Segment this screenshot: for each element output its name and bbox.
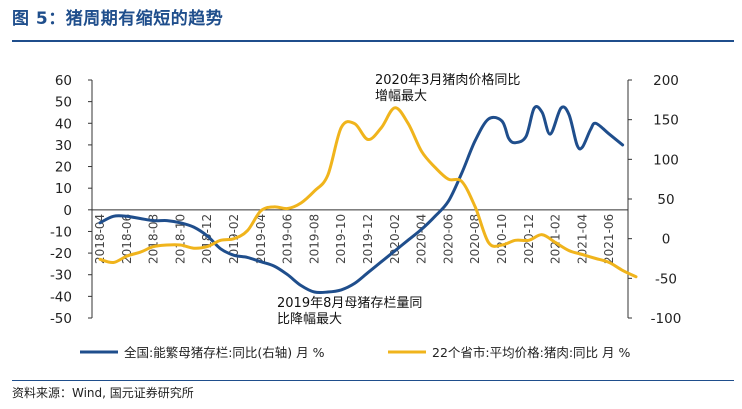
- sow-inventory-line: [98, 105, 625, 295]
- x-tick-label: 2020-04: [415, 214, 429, 264]
- source-note: 资料来源：Wind, 国元证券研究所: [12, 386, 194, 400]
- x-tick-label: 2021-02: [549, 214, 563, 264]
- left-tick-label: -10: [50, 224, 72, 240]
- x-tick-label: 2018-10: [173, 214, 187, 264]
- left-tick-label: 20: [55, 160, 72, 176]
- x-tick-label: 2019-10: [334, 214, 348, 264]
- x-tick-label: 2020-02: [388, 214, 402, 264]
- left-tick-label: -30: [50, 268, 72, 284]
- right-tick-label: 0: [662, 232, 671, 248]
- right-tick-label: -100: [651, 311, 682, 327]
- left-tick-label: 0: [63, 203, 72, 219]
- left-tick-label: 30: [55, 138, 72, 154]
- figure-title: 图 5：猪周期有缩短的趋势: [12, 9, 224, 29]
- annotation-sow-trough: 2019年8月母猪存栏量同: [277, 296, 422, 311]
- left-tick-label: -40: [50, 289, 72, 305]
- x-tick-label: 2020-10: [495, 214, 509, 264]
- left-tick-label: 10: [55, 181, 72, 197]
- x-tick-label: 2018-08: [147, 214, 161, 264]
- left-tick-label: -50: [50, 311, 72, 327]
- x-tick-label: 2019-12: [361, 214, 375, 264]
- right-tick-label: -50: [655, 271, 677, 287]
- right-tick-label: 100: [653, 152, 679, 168]
- left-tick-label: 50: [55, 95, 72, 111]
- x-tick-label: 2020-08: [468, 214, 482, 264]
- x-tick-label: 2019-08: [307, 214, 321, 264]
- right-tick-label: 150: [653, 113, 679, 129]
- x-tick-label: 2021-04: [575, 214, 589, 264]
- annotation-price-peak: 增幅最大: [375, 89, 427, 104]
- x-tick-label: 2018-06: [120, 214, 134, 264]
- pork-price-line: [98, 106, 638, 279]
- legend-label: 22个省市:平均价格:猪肉:同比 月 %: [432, 345, 630, 360]
- legend-label: 全国:能繁母猪存栏:同比(右轴) 月 %: [124, 345, 325, 360]
- left-tick-label: 40: [55, 116, 72, 132]
- source-rule: [12, 380, 734, 381]
- x-tick-label: 2019-04: [254, 214, 268, 264]
- x-tick-label: 2018-04: [93, 214, 107, 264]
- title-rule: [12, 40, 734, 42]
- annotation-sow-trough: 比降幅最大: [277, 312, 342, 327]
- left-tick-label: 60: [55, 73, 72, 89]
- annotation-price-peak: 2020年3月猪肉价格同比: [375, 72, 520, 88]
- right-tick-label: 50: [657, 192, 674, 208]
- x-tick-label: 2019-06: [281, 214, 295, 264]
- x-tick-label: 2018-12: [200, 214, 214, 264]
- left-tick-label: -20: [50, 246, 72, 262]
- line-chart: -50-40-30-20-100102030405060-100-5005010…: [50, 72, 682, 360]
- right-tick-label: 200: [653, 73, 679, 89]
- x-tick-label: 2021-06: [602, 214, 616, 264]
- x-tick-label: 2020-06: [441, 214, 455, 264]
